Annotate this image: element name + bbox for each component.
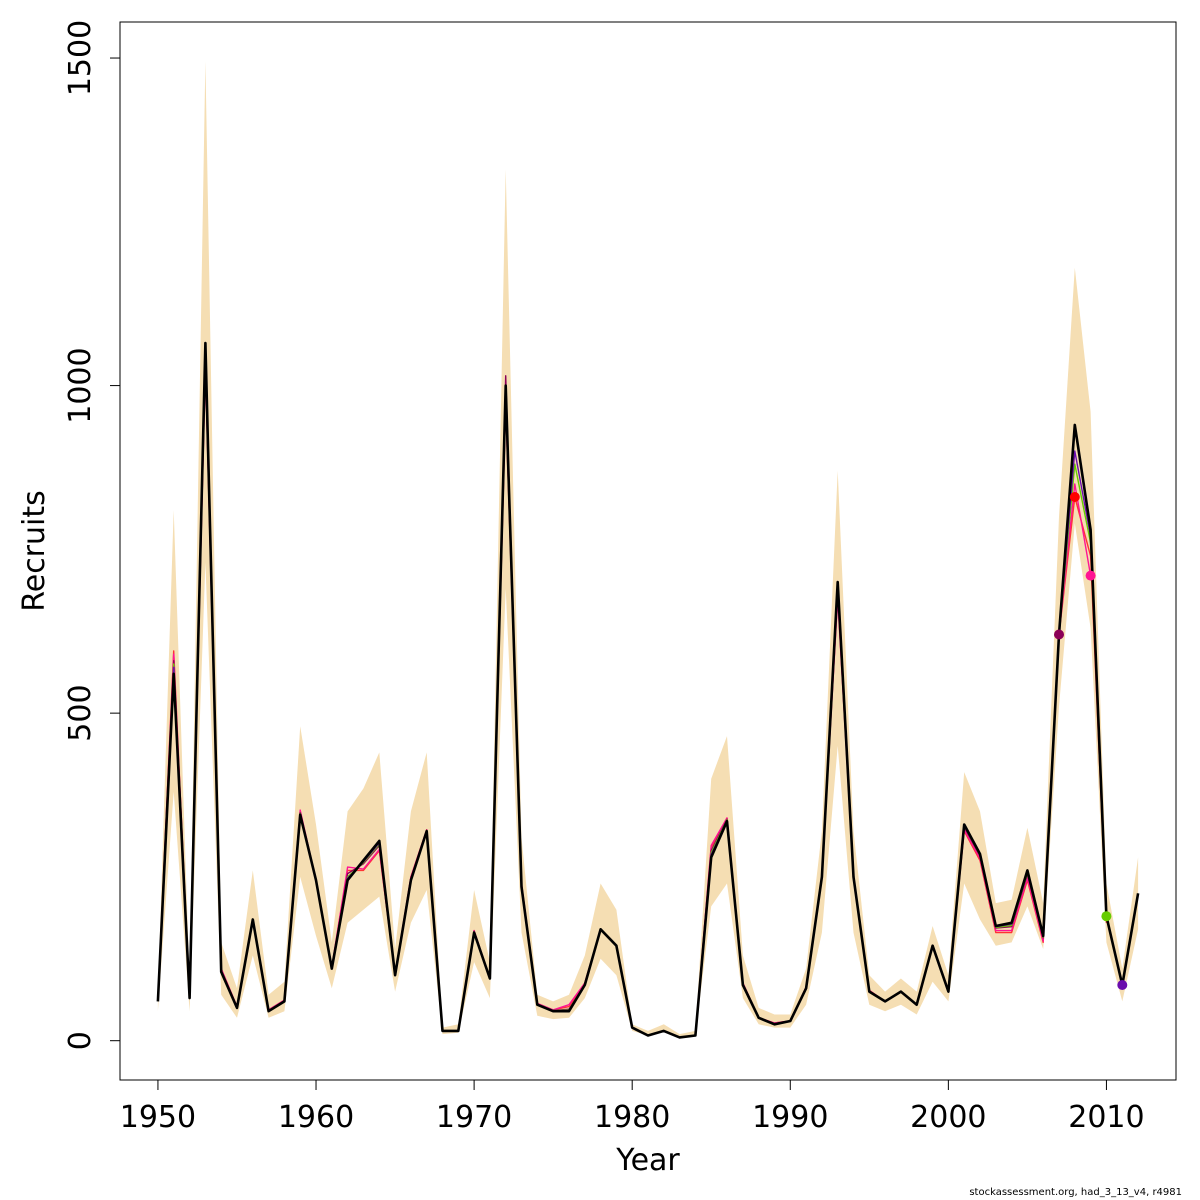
x-tick-label-1950: 1950: [120, 1100, 196, 1135]
footer-source: stockassessment.org, had_3_13_v4, r4981: [969, 1187, 1182, 1198]
y-axis-title: Recruits: [17, 490, 52, 612]
x-axis: 1950 1960 1970 1980 1990 2000 2010: [120, 1079, 1145, 1135]
series-line-3: [157, 365, 1092, 1039]
series-line-2: [157, 362, 1108, 1039]
series-line-5: [157, 352, 1108, 1039]
x-tick-label-1980: 1980: [594, 1100, 670, 1135]
confidence-band-layer: [157, 61, 1139, 1038]
series-line-6: [157, 348, 1123, 1039]
series-line-1: [156, 341, 1140, 1039]
x-tick-label-1960: 1960: [278, 1100, 354, 1135]
y-axis: 0 500 1000 1500: [63, 20, 121, 1050]
y-tick-label-1000: 1000: [63, 347, 98, 423]
x-axis-title: Year: [615, 1143, 680, 1178]
y-tick-label-500: 500: [63, 684, 98, 741]
endpoint-marker-2009: [1085, 570, 1096, 581]
x-tick-label-2000: 2000: [910, 1100, 986, 1135]
y-tick-label-1500: 1500: [63, 20, 98, 96]
x-tick-label-1990: 1990: [752, 1100, 828, 1135]
endpoint-marker-2008: [1069, 492, 1080, 502]
series-layer: [156, 341, 1140, 1039]
endpoint-marker-2011: [1117, 980, 1128, 990]
y-tick-label-0: 0: [63, 1031, 98, 1050]
x-tick-label-1970: 1970: [436, 1100, 512, 1135]
confidence-band: [157, 61, 1139, 1038]
endpoint-layer: [1054, 492, 1128, 990]
x-tick-label-2010: 2010: [1068, 1100, 1144, 1135]
endpoint-marker-2007: [1054, 629, 1064, 640]
endpoint-marker-2010: [1101, 911, 1112, 922]
